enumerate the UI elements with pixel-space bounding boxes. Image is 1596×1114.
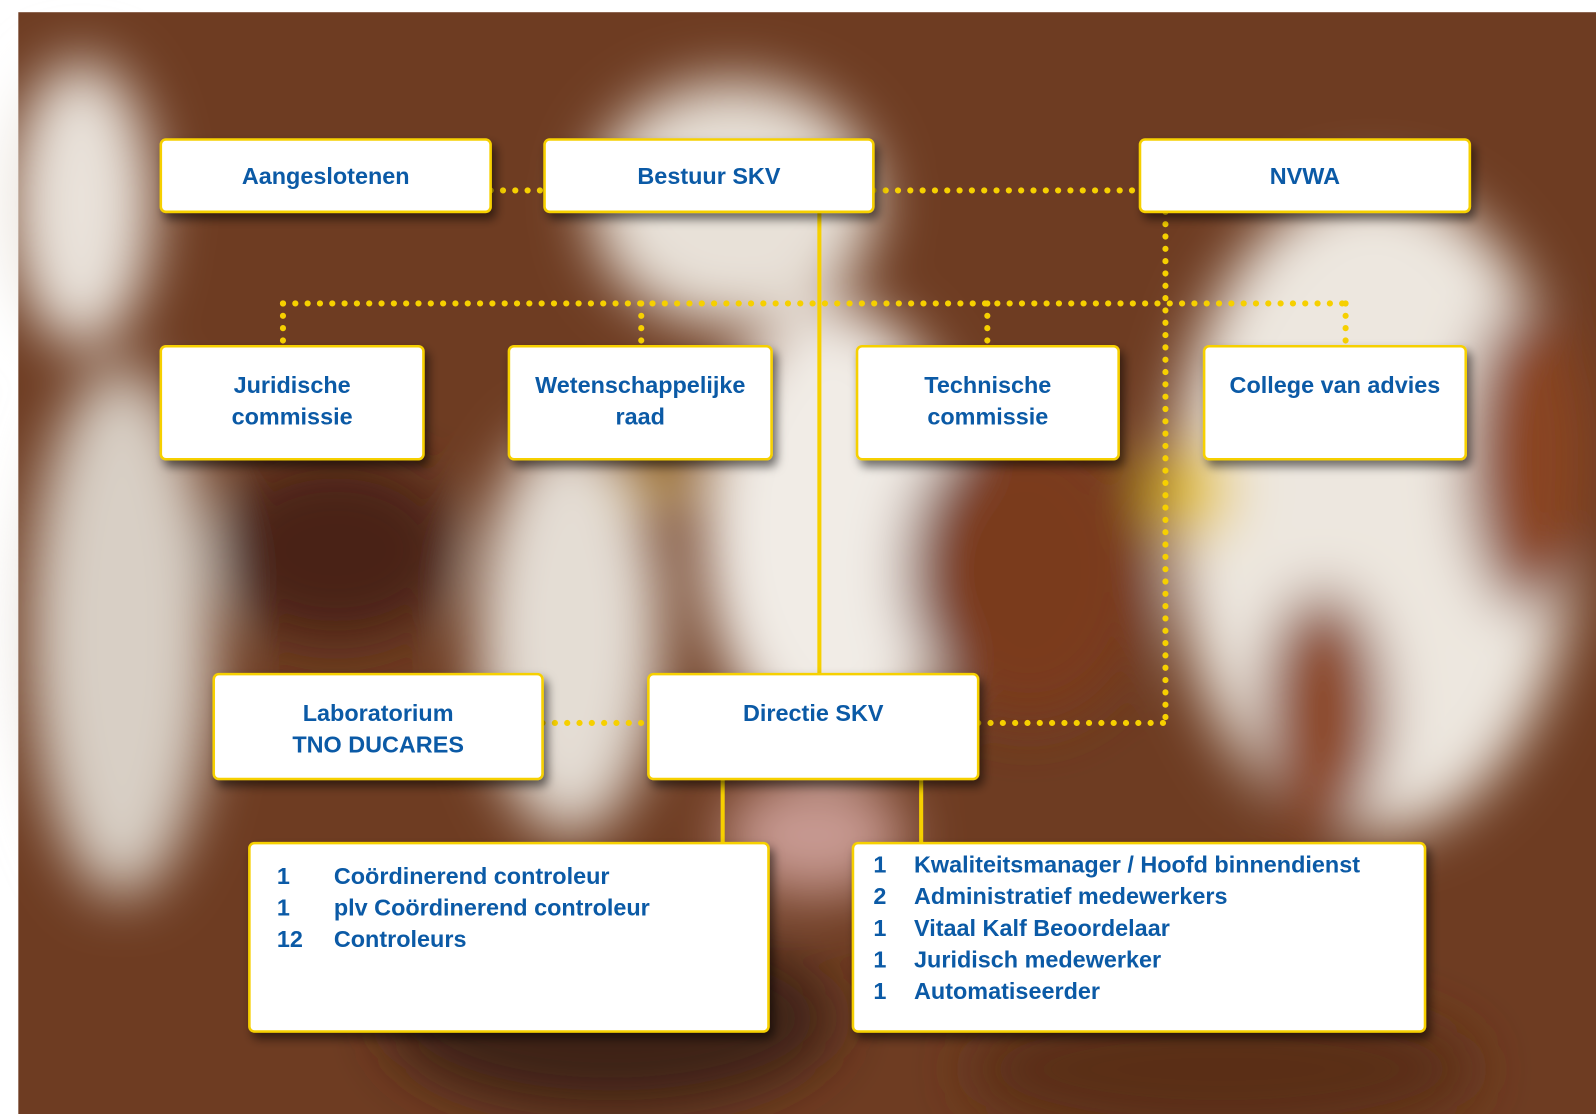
node-label: TNO DUCARES [292,732,464,758]
node-box [214,674,543,779]
staff-role: Kwaliteitsmanager / Hoofd binnendienst [914,852,1360,878]
staff-count: 2 [873,883,886,909]
staff-count: 1 [277,894,290,920]
node-box [648,674,978,779]
staff-box: 1 Coördinerend controleur 1 plv Coördineren… [249,843,768,1031]
node-label: Laboratorium [303,700,454,726]
node-label: commissie [232,404,353,430]
node: Laboratorium TNO DUCARES [214,674,543,779]
node: Juridische commissie [161,346,424,459]
node: Bestuur SKV [545,140,874,212]
staff-role: Automatiseerder [914,978,1100,1004]
node-label: Technische [924,372,1051,398]
staff-role: Controleurs [334,926,467,952]
node-label: Directie SKV [743,700,884,726]
node-label: NVWA [1270,163,1340,189]
node-label: Bestuur SKV [637,163,780,189]
node-label: Wetenschappelijke [535,372,745,398]
staff-role: Coördinerend controleur [334,863,610,889]
staff-count: 1 [873,946,886,972]
staff-count: 12 [277,926,303,952]
staff-role: Juridisch medewerker [914,946,1161,972]
node: Wetenschappelijke raad [509,346,772,459]
staff-count: 1 [873,915,886,941]
staff-count: 1 [873,978,886,1004]
org-chart: Aangeslotenen Bestuur SKV NVWA Juridische co… [0,0,1596,1114]
staff-role: plv Coördinerend controleur [334,894,650,920]
node-label: raad [616,404,665,430]
node: Aangeslotenen [161,140,491,212]
node-label: College van advies [1230,372,1441,398]
page: Aangeslotenen Bestuur SKV NVWA Juridische co… [0,0,1596,1114]
staff-count: 1 [873,852,886,878]
node-label: commissie [927,404,1048,430]
staff-count: 1 [277,863,290,889]
node: Directie SKV [648,674,978,779]
node-label: Juridische [234,372,351,398]
staff-box: 1 Kwaliteitsmanager / Hoofd binnendienst 2… [853,843,1425,1031]
node-label: Aangeslotenen [242,163,410,189]
staff-role: Administratief medewerkers [914,883,1227,909]
node-box [1204,346,1466,459]
node: Technische commissie [857,346,1119,459]
node: NVWA [1140,140,1470,212]
staff-role: Vitaal Kalf Beoordelaar [914,915,1170,941]
node: College van advies [1204,346,1466,459]
